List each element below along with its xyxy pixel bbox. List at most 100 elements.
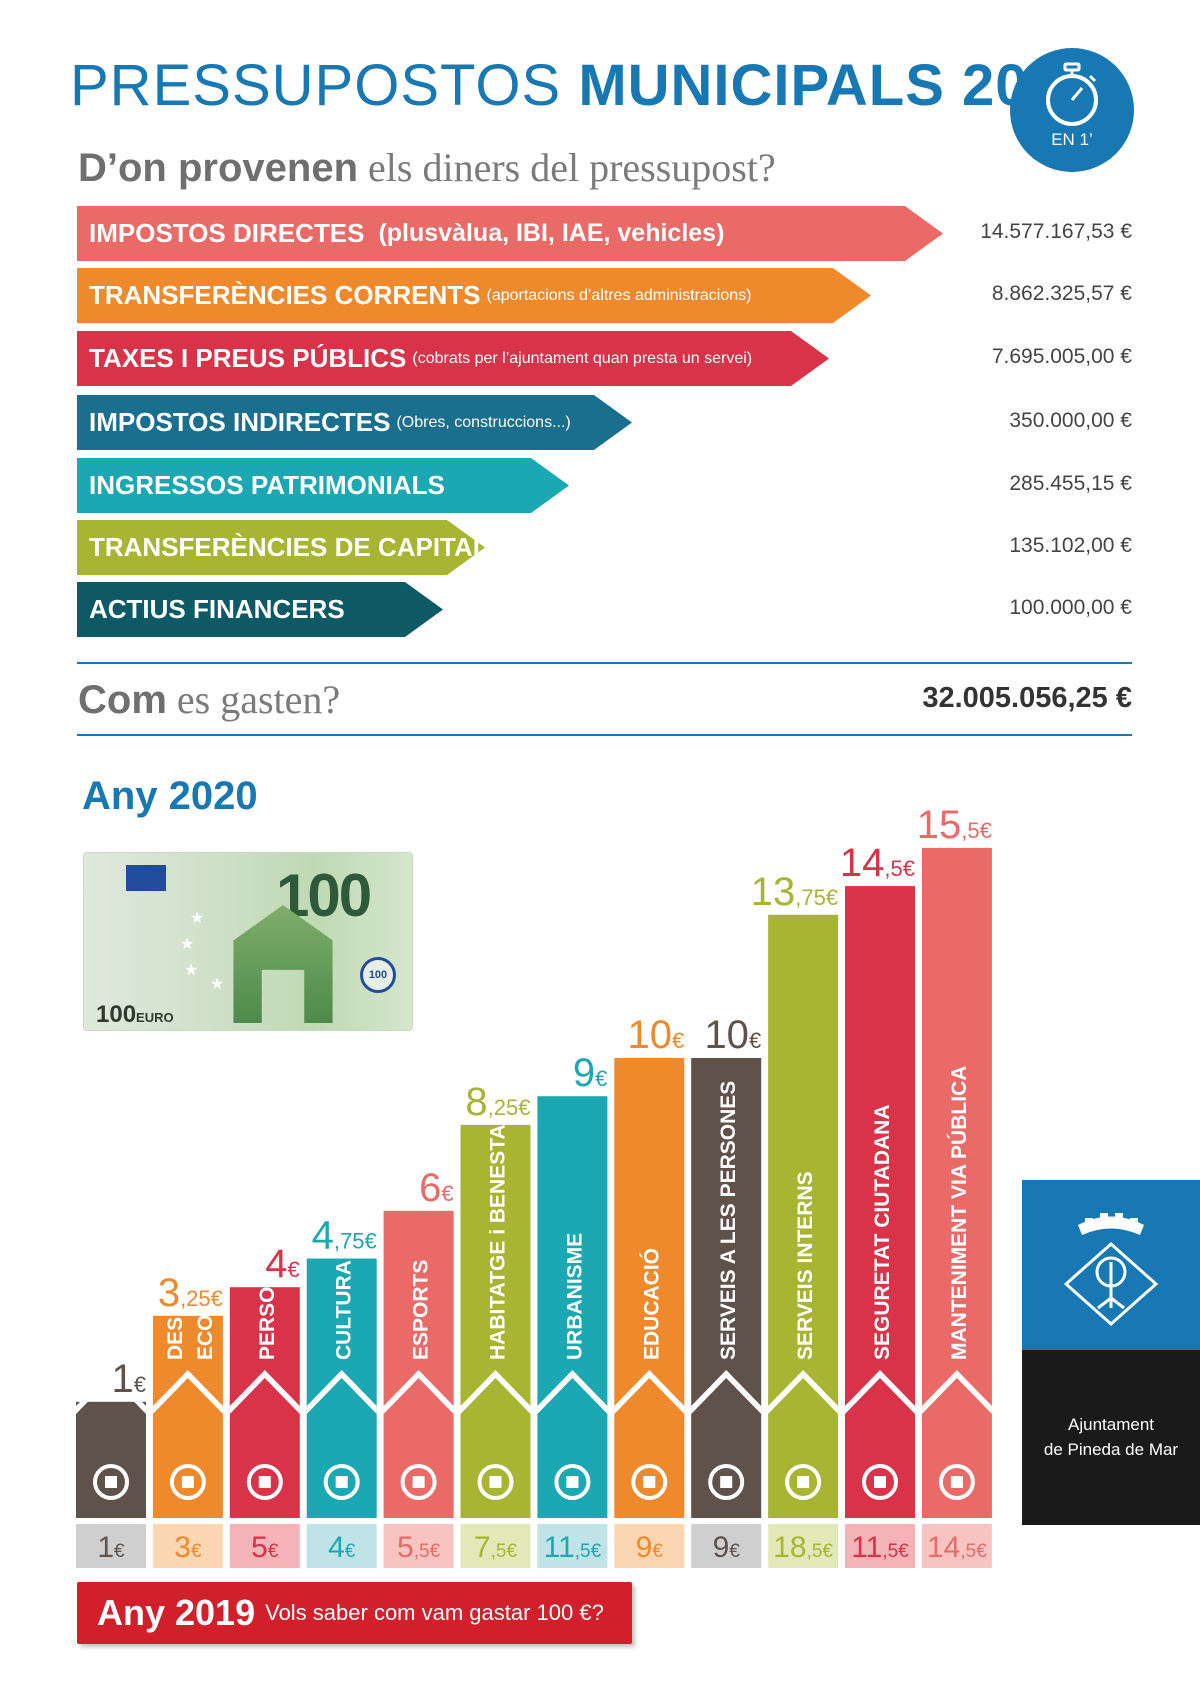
income-note: (cobrats per l’ajuntament quan presta un… [412,349,753,367]
year-2019-question: Vols saber com vam gastar 100 €? [265,1600,604,1625]
security-shield-icon [862,1464,898,1500]
category-label: SEGURETAT CIUTADANA [871,1105,894,1361]
income-name: IMPOSTOS INDIRECTES [89,407,391,437]
stopwatch-badge: EN 1’ [1010,48,1134,172]
bar-chevron [306,1370,377,1414]
income-arrow: IMPOSTOS DIRECTES (plusvàlua, IBI, IAE, v… [77,206,943,261]
logo-dark-panel [1022,1350,1200,1525]
category-label: HABITATGE i BENESTAR SOCIAL [487,1024,510,1360]
svg-text:★: ★ [210,976,224,993]
value-label-2019: 7,5€ [474,1531,518,1564]
bar-2020 [460,1124,531,1440]
value-label-2019: 18,5€ [773,1531,833,1564]
bar-chevron [691,1370,762,1414]
tile-2019 [768,1524,839,1568]
category-label: SERVEIS INTERNS [794,1171,817,1360]
income-note: (Obres, construccions...) [396,413,571,431]
bar-chevron [383,1370,454,1414]
category-label: ESPORTS [410,1260,433,1360]
value-label-2019: 9€ [713,1531,741,1564]
spending-question-rest: es gasten? [176,677,341,722]
income-name: IMPOSTOS DIRECTES [89,218,365,248]
speech-bubbles-icon [93,1464,129,1500]
banknote-image: ★ ★ ★ ★ 100 100 100EURO [84,853,412,1030]
value-label-2020: 8,25€ [465,1080,530,1124]
year-2020-label: Any 2020 [82,774,258,818]
category-label: SERVEIS A LES PERSONES [717,1081,740,1360]
logo-line1: Ajuntament [1068,1415,1154,1434]
coat-of-arms-icon [1063,1213,1159,1327]
category-label: PERSONAL [256,1243,279,1360]
income-amount: 135.102,00 € [1009,534,1132,557]
category-label: ECONÒMIC [193,1245,217,1361]
value-label-2020: 10€ [704,1013,761,1057]
tile-2019 [691,1524,762,1568]
stopwatch-icon [1046,62,1098,126]
bar-chevron [768,1370,839,1414]
logo-box [1022,1180,1200,1350]
tile-2019 [460,1524,531,1568]
value-label-2019: 9€ [636,1531,664,1564]
income-arrow: TRANSFERÈNCIES CORRENTS (aportacions d’al… [77,268,871,323]
income-question: D’on provenen els diners del pressupost? [78,144,776,191]
income-note: (aportacions d’altres administracions) [486,286,752,304]
logo-line2: de Pineda de Mar [1043,1440,1179,1459]
banknote-currency: EURO [136,1010,174,1025]
bar-2020 [768,914,839,1440]
eu-flag-icon [126,865,166,891]
budget-total: 32.005.056,25 € [922,682,1132,714]
income-amount: 100.000,00 € [1009,596,1132,619]
badge-label: EN 1’ [1051,130,1093,149]
income-amount: 350.000,00 € [1009,409,1132,432]
bar-2020 [845,886,915,1440]
graduation-cap-icon [631,1464,668,1500]
category-label: COMUNICACIÓ [101,1207,125,1360]
value-label-2019: 11,5€ [851,1531,909,1564]
income-name: TRANSFERÈNCIES DE CAPITAL [89,532,489,562]
house-family-icon [477,1464,514,1500]
income-amount: 8.862.325,57 € [991,282,1132,305]
tile-2019 [152,1524,223,1568]
heart-family-icon [708,1464,745,1500]
income-amount: 285.455,15 € [1009,472,1132,495]
bar-chevron [845,1370,915,1414]
page-title: PRESSUPOSTOS MUNICIPALS 2019 [70,52,1095,119]
year-2019-banner: Any 2019 Vols saber com vam gastar 100 €… [77,1582,632,1644]
income-arrow: ACTIUS FINANCERS [77,582,443,637]
bar-2020 [921,847,992,1440]
tactics-board-icon [938,1464,975,1500]
banknote-value-small: 100EURO [96,1001,174,1029]
tile-2019 [921,1524,992,1568]
value-label-2020: 13,75€ [751,870,838,914]
value-label-2020: 14,5€ [840,841,915,885]
svg-text:★: ★ [180,936,194,953]
tile-2019 [306,1524,377,1568]
value-label-2020: 4€ [265,1242,300,1286]
theatre-masks-icon [323,1464,360,1500]
value-label-2020: 15,5€ [917,803,992,847]
value-label-2019: 4€ [328,1531,356,1564]
divider-top [77,662,1132,664]
value-label-2019: 5€ [251,1531,279,1564]
value-label-2020: 9€ [573,1051,608,1095]
tile-2019 [537,1524,608,1568]
spending-question: Com es gasten? [78,676,340,723]
org-chart-icon [246,1464,283,1500]
spending-question-strong: Com [78,678,167,722]
bar-2020 [306,1258,377,1440]
bar-2020 [537,1096,608,1440]
divider-bottom [77,734,1132,736]
svg-text:★: ★ [184,962,198,979]
value-label-2019: 1€ [97,1531,125,1564]
bar-chevron [229,1370,300,1414]
income-arrow: IMPOSTOS INDIRECTES (Obres, construccions… [77,395,632,450]
category-label: DESENVOLUPAMENT [164,1142,187,1360]
value-label-2020: 1€ [112,1357,147,1401]
bar-chevron [537,1370,608,1414]
income-note: (plusvàlua, IBI, IAE, vehicles) [378,219,725,247]
income-name: TRANSFERÈNCIES CORRENTS [89,280,481,310]
house-icon [554,1464,591,1500]
value-label-2019: 14,5€ [927,1531,987,1564]
banknote-seal: 100 [360,957,396,993]
